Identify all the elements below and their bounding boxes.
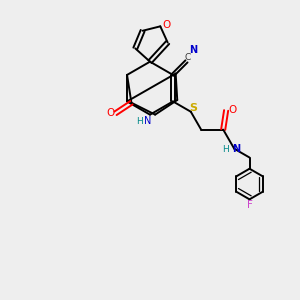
Text: N: N — [144, 116, 151, 126]
Text: N: N — [189, 45, 197, 55]
Text: C: C — [185, 53, 191, 62]
Text: S: S — [190, 103, 198, 113]
Text: O: O — [229, 105, 237, 115]
Text: H: H — [222, 145, 229, 154]
Text: O: O — [106, 108, 114, 118]
Text: H: H — [136, 117, 143, 126]
Text: N: N — [232, 144, 240, 154]
Text: F: F — [247, 200, 253, 210]
Text: O: O — [163, 20, 171, 30]
